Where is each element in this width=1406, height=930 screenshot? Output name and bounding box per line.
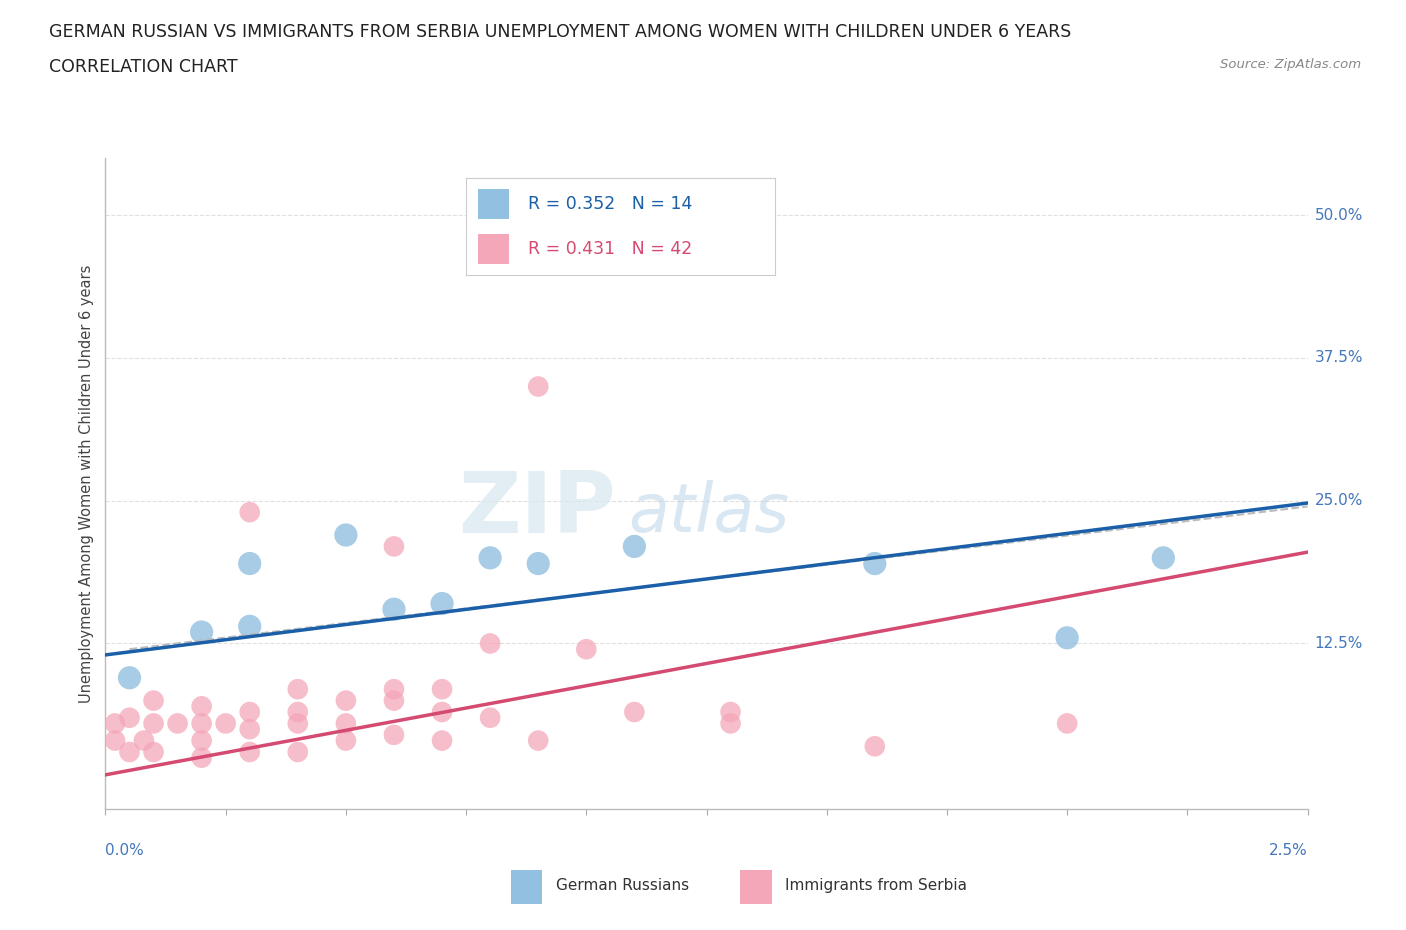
Text: GERMAN RUSSIAN VS IMMIGRANTS FROM SERBIA UNEMPLOYMENT AMONG WOMEN WITH CHILDREN : GERMAN RUSSIAN VS IMMIGRANTS FROM SERBIA… [49,23,1071,41]
Text: R = 0.352   N = 14: R = 0.352 N = 14 [529,195,692,213]
Point [287,745,309,760]
Point [527,733,550,748]
Text: ZIP: ZIP [458,468,616,551]
Bar [478,234,509,263]
Text: 25.0%: 25.0% [1315,493,1362,508]
Point [118,671,141,685]
Point [335,527,357,542]
Point [142,716,165,731]
Point [104,733,127,748]
Point [104,716,127,731]
Y-axis label: Unemployment Among Women with Children Under 6 years: Unemployment Among Women with Children U… [79,264,94,703]
Point [623,705,645,720]
Point [720,705,742,720]
Point [430,596,453,611]
Point [382,602,405,617]
Point [479,711,502,725]
Point [1056,716,1078,731]
Point [623,539,645,554]
Point [239,705,262,720]
Point [118,745,141,760]
Point [287,705,309,720]
Point [287,716,309,731]
Point [118,711,141,725]
Point [190,625,212,640]
Point [720,242,742,257]
Point [575,642,598,657]
Point [863,556,886,571]
Point [190,733,212,748]
Point [430,682,453,697]
Bar [740,870,772,904]
Point [527,379,550,394]
Text: Immigrants from Serbia: Immigrants from Serbia [785,878,967,894]
Point [720,716,742,731]
Point [166,716,188,731]
Point [1056,631,1078,645]
Point [382,693,405,708]
Point [239,619,262,634]
Point [335,716,357,731]
Text: 2.5%: 2.5% [1268,844,1308,858]
Point [382,682,405,697]
Point [1152,551,1174,565]
Bar [478,190,509,219]
Text: 12.5%: 12.5% [1315,636,1362,651]
Point [239,556,262,571]
Text: CORRELATION CHART: CORRELATION CHART [49,58,238,75]
Point [335,693,357,708]
Text: Source: ZipAtlas.com: Source: ZipAtlas.com [1220,58,1361,71]
Point [382,727,405,742]
Point [142,693,165,708]
Point [527,556,550,571]
Point [142,745,165,760]
Text: 50.0%: 50.0% [1315,207,1362,222]
Point [190,698,212,713]
Text: R = 0.431   N = 42: R = 0.431 N = 42 [529,240,692,258]
Point [479,551,502,565]
Point [430,705,453,720]
Point [382,539,405,554]
Text: 0.0%: 0.0% [105,844,145,858]
Point [430,733,453,748]
Point [132,733,155,748]
Point [479,636,502,651]
Point [190,751,212,765]
Point [287,682,309,697]
Point [214,716,236,731]
Bar [510,870,543,904]
Point [335,733,357,748]
Point [239,505,262,520]
Point [190,716,212,731]
Text: 37.5%: 37.5% [1315,351,1362,365]
Text: atlas: atlas [628,480,790,546]
Point [239,722,262,737]
Point [863,738,886,753]
Point [239,745,262,760]
Text: German Russians: German Russians [555,878,689,894]
